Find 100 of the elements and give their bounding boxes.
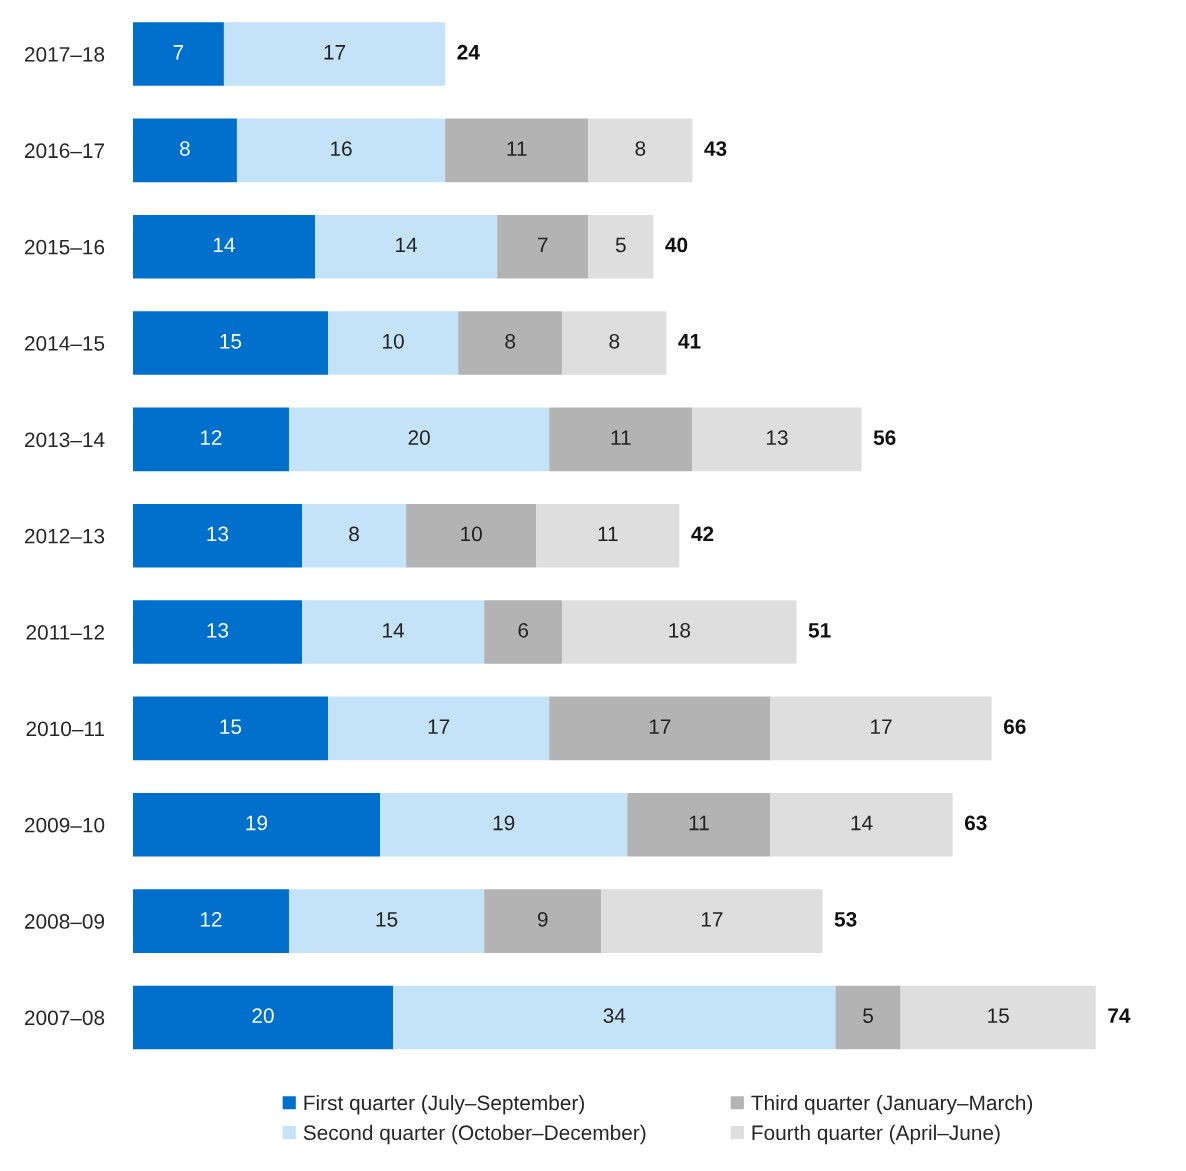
total-label: 42 [691, 526, 714, 542]
bar [132, 985, 394, 1050]
y-tick-label: 2016–17 [25, 143, 105, 159]
data-label: 17 [871, 719, 892, 734]
legend-label: First quarter (July–September) [304, 1094, 584, 1115]
bar [223, 22, 446, 86]
total-label: 66 [1003, 719, 1026, 735]
bar [380, 792, 628, 857]
data-label: 18 [669, 622, 691, 638]
data-label: 19 [493, 815, 515, 831]
data-label: 10 [383, 333, 404, 349]
bar [132, 889, 289, 953]
bar [315, 214, 498, 279]
bar [588, 214, 654, 279]
data-label: 17 [649, 719, 671, 734]
bar [588, 118, 693, 183]
data-label: 20 [408, 430, 430, 445]
y-tick-label: 2008–09 [25, 914, 105, 929]
legend-label: Second quarter (October–December) [303, 1124, 646, 1145]
bar [458, 311, 563, 375]
y-tick-label: 2010–11 [26, 721, 105, 737]
data-label: 15 [376, 912, 398, 927]
data-label: 12 [200, 430, 222, 445]
data-label: 19 [246, 815, 268, 831]
bar [328, 311, 459, 375]
bar [288, 889, 485, 953]
total-label: 40 [665, 237, 688, 253]
y-tick-label: 2012–13 [25, 528, 105, 544]
data-label: 17 [428, 719, 450, 734]
bar [132, 311, 329, 375]
bar [302, 600, 485, 664]
data-label: 14 [851, 815, 873, 831]
bar [562, 600, 797, 664]
bar [484, 889, 602, 953]
y-tick-label: 2007–08 [25, 1010, 105, 1026]
legend-label: Fourth quarter (April–June) [752, 1124, 1000, 1145]
bar [770, 696, 992, 761]
y-tick-label: 2017–18 [25, 47, 105, 62]
total-label: 51 [808, 623, 831, 638]
data-label: 14 [213, 237, 235, 253]
bar [549, 696, 771, 761]
bar [497, 214, 589, 279]
data-label: 14 [383, 623, 405, 638]
y-tick-label: 2009–10 [25, 817, 105, 833]
data-label: 9 [537, 911, 548, 927]
data-label: 15 [988, 1008, 1009, 1024]
bar [627, 792, 771, 857]
total-label: 43 [704, 141, 727, 156]
data-label: 11 [611, 430, 631, 445]
bar [562, 311, 667, 375]
bar [132, 696, 329, 761]
data-label: 17 [324, 45, 346, 60]
data-label: 20 [252, 1008, 274, 1024]
data-label: 11 [507, 141, 527, 156]
bar [445, 118, 589, 183]
legend-label: Third quarter (January–March) [751, 1094, 1033, 1115]
bar [132, 600, 302, 664]
data-label: 8 [349, 526, 359, 542]
data-label: 13 [766, 430, 788, 445]
bar [835, 985, 901, 1050]
data-label: 8 [180, 141, 190, 156]
bar [236, 118, 446, 183]
bar [132, 792, 381, 857]
total-label: 53 [834, 911, 857, 927]
bar [900, 985, 1096, 1050]
bar [132, 22, 224, 86]
data-label: 5 [615, 237, 626, 253]
bar [536, 503, 680, 568]
data-label: 17 [701, 912, 723, 927]
data-label: 8 [609, 333, 620, 349]
total-label: 63 [964, 815, 987, 831]
bar [132, 503, 302, 568]
data-label: 14 [396, 237, 418, 253]
data-label: 7 [173, 45, 184, 60]
y-tick-label: 2015–16 [25, 239, 105, 255]
total-label: 74 [1108, 1008, 1131, 1023]
bar [132, 214, 316, 279]
data-label: 15 [220, 719, 242, 735]
data-label: 8 [635, 141, 646, 156]
data-label: 5 [863, 1008, 873, 1024]
data-label: 34 [603, 1008, 626, 1024]
data-label: 11 [689, 815, 709, 831]
data-label: 10 [461, 526, 482, 542]
data-label: 7 [538, 237, 548, 253]
data-label: 11 [598, 526, 618, 542]
bar [132, 407, 289, 472]
data-label: 15 [220, 334, 242, 349]
bar [393, 985, 836, 1050]
bar [406, 503, 537, 568]
total-label: 41 [678, 334, 701, 349]
y-tick-label: 2013–14 [25, 432, 105, 448]
y-tick-label: 2014–15 [25, 336, 105, 351]
bar [328, 696, 550, 761]
bar [132, 118, 237, 183]
bar [484, 600, 563, 664]
bar [549, 407, 693, 472]
y-tick-label: 2011–12 [26, 625, 105, 640]
bar [601, 889, 823, 953]
bar [302, 503, 407, 568]
data-label: 6 [518, 622, 529, 638]
